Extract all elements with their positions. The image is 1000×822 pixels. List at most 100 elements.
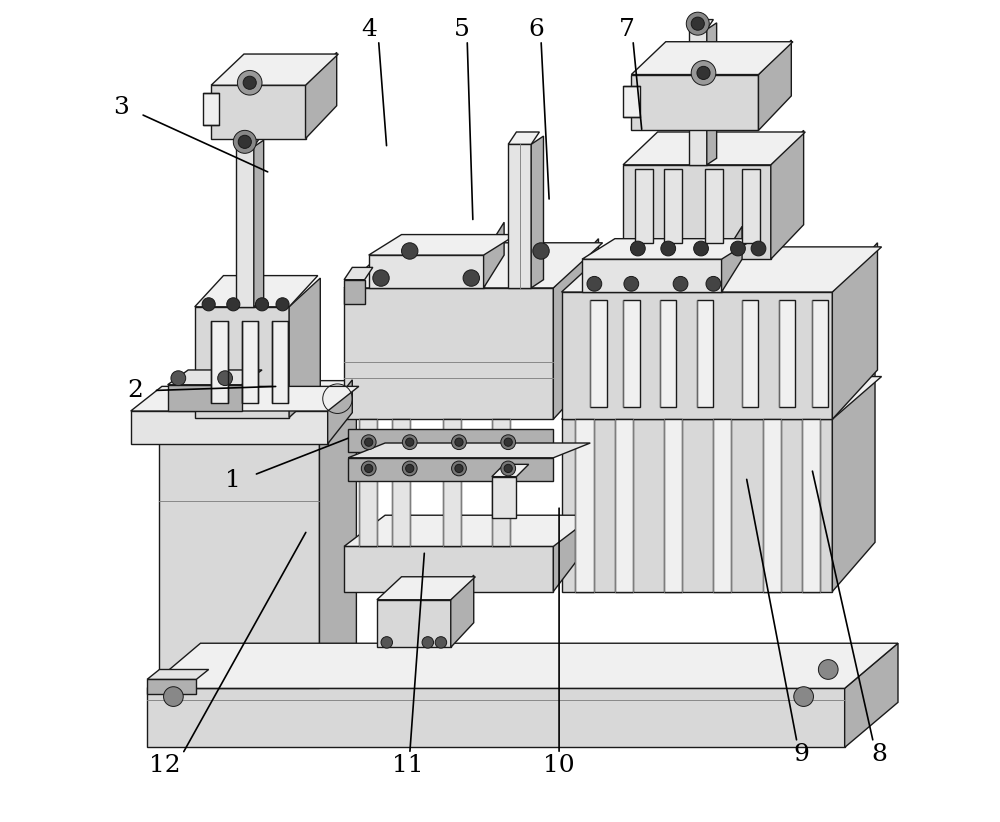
Circle shape <box>673 276 688 291</box>
Polygon shape <box>631 42 793 75</box>
Text: 1: 1 <box>225 469 241 492</box>
Circle shape <box>731 241 745 256</box>
Circle shape <box>218 371 232 386</box>
Bar <box>664 169 682 242</box>
Circle shape <box>402 435 417 450</box>
Bar <box>742 300 758 407</box>
Bar <box>359 419 377 547</box>
Polygon shape <box>832 242 877 419</box>
Bar <box>344 547 553 592</box>
Polygon shape <box>722 226 742 292</box>
Circle shape <box>361 461 376 476</box>
Bar <box>344 288 553 419</box>
Circle shape <box>402 461 417 476</box>
Circle shape <box>501 461 516 476</box>
Bar <box>168 385 242 411</box>
Circle shape <box>463 270 479 286</box>
Bar <box>615 419 633 592</box>
Bar <box>147 688 845 747</box>
Polygon shape <box>553 506 585 592</box>
Bar <box>348 458 553 481</box>
Bar <box>508 145 531 288</box>
Polygon shape <box>689 20 713 30</box>
Bar <box>377 600 451 648</box>
Text: 4: 4 <box>361 18 377 41</box>
Circle shape <box>171 371 186 386</box>
Bar <box>392 419 410 547</box>
Polygon shape <box>289 278 320 418</box>
Polygon shape <box>492 464 529 477</box>
Polygon shape <box>159 381 354 418</box>
Circle shape <box>691 17 704 30</box>
Text: 8: 8 <box>871 742 887 765</box>
Circle shape <box>452 461 466 476</box>
Text: 11: 11 <box>392 754 424 777</box>
Polygon shape <box>562 376 882 419</box>
Bar <box>812 300 828 407</box>
Bar <box>697 300 713 407</box>
Bar <box>195 307 289 418</box>
Circle shape <box>238 136 251 149</box>
Polygon shape <box>562 247 882 292</box>
Bar <box>713 419 731 592</box>
Polygon shape <box>344 515 594 547</box>
Bar <box>348 429 553 452</box>
Bar <box>242 321 258 403</box>
Bar <box>147 679 196 694</box>
Bar <box>631 75 758 131</box>
Text: 12: 12 <box>149 754 181 777</box>
Bar <box>159 418 319 688</box>
Polygon shape <box>211 54 338 85</box>
Circle shape <box>818 659 838 679</box>
Circle shape <box>237 71 262 95</box>
Polygon shape <box>451 575 474 648</box>
Polygon shape <box>344 242 603 288</box>
Polygon shape <box>147 644 898 688</box>
Circle shape <box>361 435 376 450</box>
Circle shape <box>373 270 389 286</box>
Circle shape <box>706 276 721 291</box>
Circle shape <box>455 464 463 473</box>
Bar <box>211 85 306 139</box>
Text: 3: 3 <box>113 96 129 119</box>
Text: 10: 10 <box>543 754 575 777</box>
Bar <box>623 165 771 259</box>
Polygon shape <box>319 383 356 688</box>
Bar <box>492 419 510 547</box>
Bar <box>575 419 594 592</box>
Polygon shape <box>484 222 504 288</box>
Polygon shape <box>582 238 754 259</box>
Polygon shape <box>707 23 717 165</box>
Text: 2: 2 <box>127 379 143 402</box>
Bar <box>623 86 640 118</box>
Circle shape <box>365 438 373 446</box>
Polygon shape <box>377 577 475 600</box>
Circle shape <box>694 241 708 256</box>
Bar <box>660 300 676 407</box>
Circle shape <box>233 131 256 154</box>
Circle shape <box>455 438 463 446</box>
Circle shape <box>255 298 269 311</box>
Circle shape <box>504 438 512 446</box>
Polygon shape <box>758 40 791 131</box>
Circle shape <box>504 464 512 473</box>
Bar <box>562 292 832 419</box>
Polygon shape <box>254 141 264 307</box>
Circle shape <box>501 435 516 450</box>
Bar <box>623 300 640 407</box>
Bar <box>131 411 328 444</box>
Circle shape <box>661 241 676 256</box>
Text: 9: 9 <box>793 742 809 765</box>
Polygon shape <box>147 669 209 679</box>
Polygon shape <box>553 238 598 419</box>
Circle shape <box>381 637 392 649</box>
Bar <box>635 169 653 242</box>
Bar <box>203 93 219 126</box>
Bar <box>492 477 516 518</box>
Bar <box>705 169 723 242</box>
Bar <box>443 419 461 547</box>
Polygon shape <box>508 132 539 145</box>
Bar <box>763 419 781 592</box>
Polygon shape <box>771 131 804 259</box>
Text: 6: 6 <box>528 18 544 41</box>
